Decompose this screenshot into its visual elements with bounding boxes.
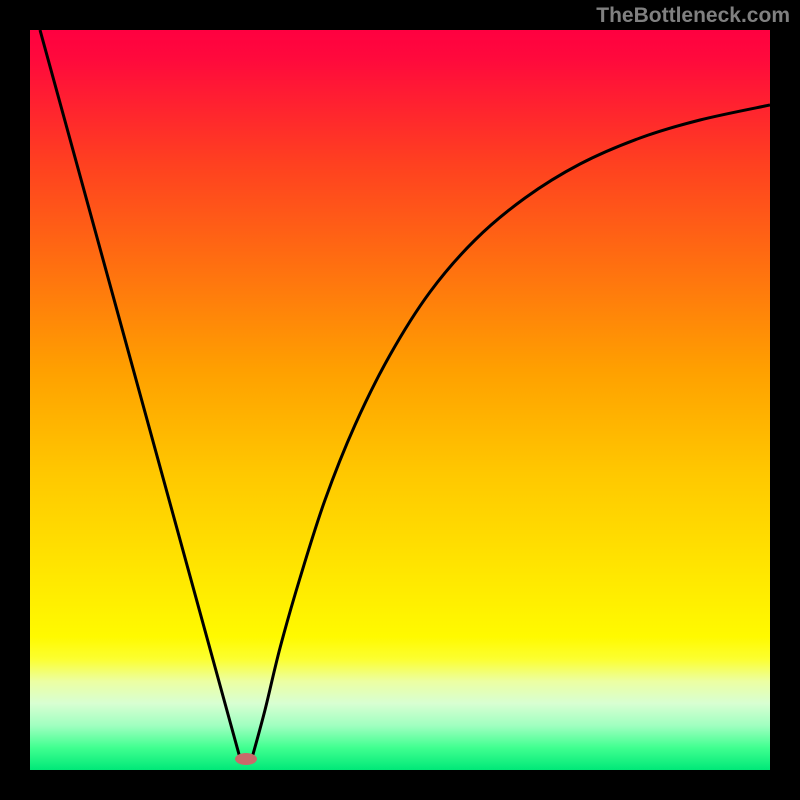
bottleneck-chart	[0, 0, 800, 800]
min-marker	[235, 753, 257, 765]
chart-container: { "watermark": { "text": "TheBottleneck.…	[0, 0, 800, 800]
watermark-text: TheBottleneck.com	[596, 4, 790, 28]
